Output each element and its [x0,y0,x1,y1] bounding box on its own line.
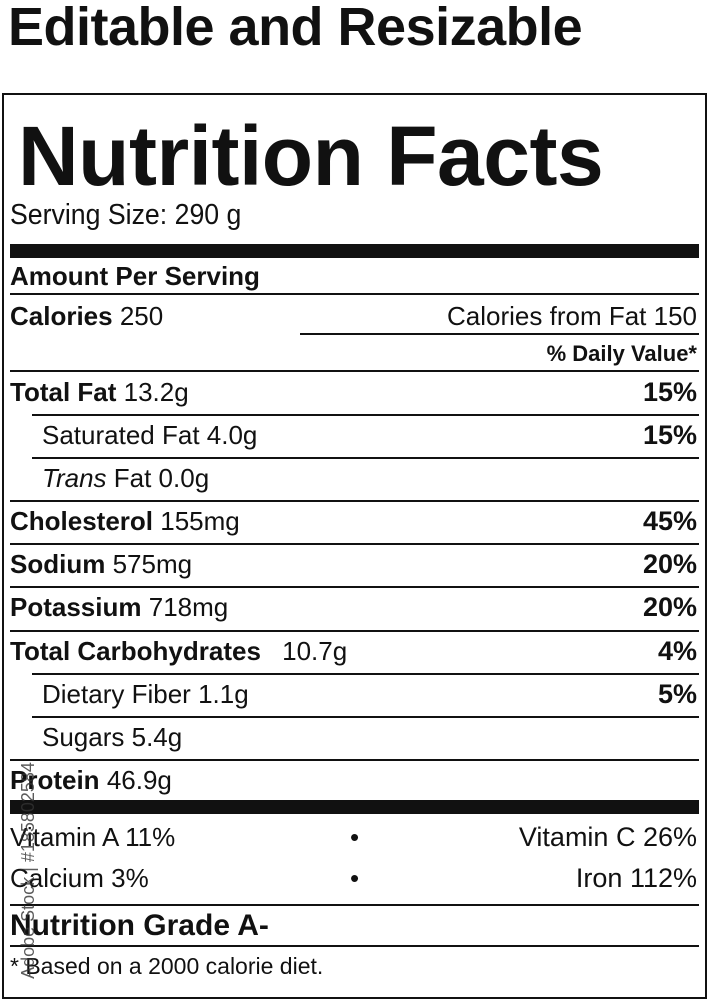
divider [10,543,699,545]
dv-header: % Daily Value* [546,341,697,366]
nutrient-amount: 10.7g [282,636,348,666]
nutrient-name: Total Carbohydrates [10,636,261,666]
nutrient-label: Total Carbohydrates 10.7g [10,631,347,671]
bullet: • [350,863,360,893]
nutrient-name: Potassium [10,592,142,622]
nutrient-label: Trans Fat 0.0g [42,458,209,498]
nutrient-name: Protein [10,765,100,795]
nutrition-label [2,93,707,999]
nutrient-name: Sugars [42,722,125,752]
nutrient-label: Potassium 718mg [10,587,228,627]
label-title: Nutrition Facts [18,109,604,203]
nutrient-label: Saturated Fat 4.0g [42,415,257,455]
nutrient-amount: 155mg [160,506,240,536]
nutrient-name: Saturated Fat [42,420,200,450]
nutrient-row: Cholesterol 155mg 45% [10,501,697,541]
nutrient-name: Trans [42,463,107,493]
nutrient-row: Potassium 718mg 20% [10,587,697,627]
nutrient-name: Dietary Fiber [42,679,191,709]
nutrient-amount: Fat 0.0g [113,463,210,493]
iron: Iron 112% [575,863,697,893]
nutrient-amount: 718mg [148,592,229,622]
mineral-row: Calcium 3% • Iron 112% [10,858,697,898]
nutrient-amount: 4.0g [206,420,258,450]
nutrient-label: Protein 46.9g [10,760,172,800]
divider [32,457,699,459]
bullet: • [350,822,360,852]
nutrient-row: Saturated Fat 4.0g 15% [10,415,697,455]
divider [10,586,699,588]
vitamin-row: Vitamin A 11% • Vitamin C 26% [10,817,697,857]
nutrient-label: Sodium 575mg [10,544,192,584]
nutrient-row: Total Carbohydrates 10.7g 4% [10,631,697,671]
amount-label: Amount Per Serving [10,261,260,291]
daily-value: 5% [657,679,697,709]
vitamin-a: Vitamin A 11% [10,822,176,852]
divider [300,333,699,335]
vitamin-c: Vitamin C 26% [518,822,697,852]
nutrient-row: Total Fat 13.2g 15% [10,372,697,412]
thick-divider [10,244,699,258]
divider [10,630,699,632]
daily-value: 20% [642,592,697,622]
divider [10,904,699,906]
dv-header-row: % Daily Value* [10,334,697,374]
nutrient-row: Sodium 575mg 20% [10,544,697,584]
nutrient-row: Trans Fat 0.0g [10,458,697,498]
nutrient-label: Cholesterol 155mg [10,501,240,541]
daily-value: 20% [642,549,697,579]
nutrition-grade: Nutrition Grade A- [10,909,269,942]
nutrient-amount: 46.9g [106,765,172,795]
divider [10,945,699,947]
calories-label: Calories [10,301,113,331]
nutrient-amount: 1.1g [198,679,249,709]
divider [10,759,699,761]
serving-size: Serving Size: 290 g [10,199,242,231]
divider [32,716,699,718]
nutrient-row: Protein 46.9g [10,760,697,800]
watermark: Adobe Stock | #185802584 [17,762,38,979]
nutrient-name: Sodium [10,549,106,579]
calories-row: Calories 250 Calories from Fat 150 [10,296,697,336]
header-title: Editable and Resizable [8,0,583,57]
footnote-row: * Based on a 2000 calorie diet. [10,946,697,986]
nutrient-name: Cholesterol [10,506,154,536]
divider [32,414,699,416]
divider [10,293,699,295]
nutrient-label: Dietary Fiber 1.1g [42,674,249,714]
nutrient-amount: 13.2g [123,377,189,407]
nutrient-name: Total Fat [10,377,117,407]
grade-row: Nutrition Grade A- [10,906,697,946]
footnote: * Based on a 2000 calorie diet. [10,953,324,979]
nutrient-row: Dietary Fiber 1.1g 5% [10,674,697,714]
nutrient-amount: 5.4g [131,722,183,752]
nutrient-row: Sugars 5.4g [10,717,697,757]
daily-value: 15% [642,377,697,407]
daily-value: 15% [642,420,697,450]
daily-value: 4% [657,636,697,666]
thick-divider [10,800,699,814]
divider [32,673,699,675]
divider [10,500,699,502]
nutrient-label: Total Fat 13.2g [10,372,189,412]
daily-value: 45% [642,506,697,536]
calories-fat: Calories from Fat 150 [447,301,697,331]
amount-row: Amount Per Serving [10,256,697,296]
nutrient-label: Sugars 5.4g [42,717,182,757]
divider [10,370,699,372]
calcium: Calcium 3% [10,863,149,893]
calories-value: 250 [119,301,164,331]
nutrient-amount: 575mg [112,549,193,579]
